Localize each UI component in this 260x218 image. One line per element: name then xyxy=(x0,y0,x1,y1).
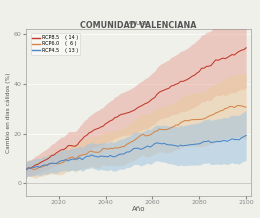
Title: COMUNIDAD VALENCIANA: COMUNIDAD VALENCIANA xyxy=(80,21,197,30)
Text: ANUAL: ANUAL xyxy=(128,21,149,26)
Y-axis label: Cambio en dias cálidos (%): Cambio en dias cálidos (%) xyxy=(5,72,11,153)
X-axis label: Año: Año xyxy=(132,206,145,213)
Legend: RCP8.5    ( 14 ), RCP6.0    (  6 ), RCP4.5    ( 13 ): RCP8.5 ( 14 ), RCP6.0 ( 6 ), RCP4.5 ( 13… xyxy=(31,33,80,55)
